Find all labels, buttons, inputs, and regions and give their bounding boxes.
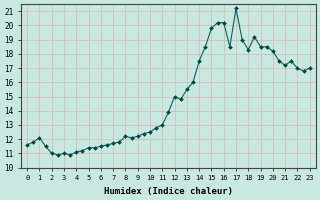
- X-axis label: Humidex (Indice chaleur): Humidex (Indice chaleur): [104, 187, 233, 196]
